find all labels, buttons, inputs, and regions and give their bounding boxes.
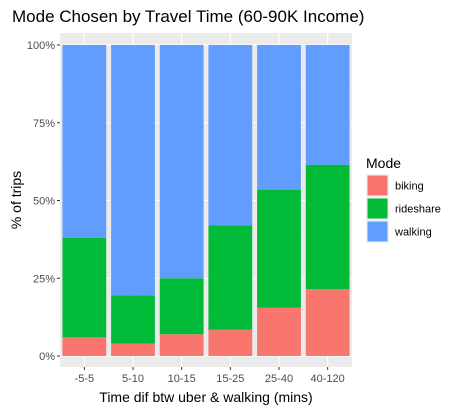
legend: Mode biking rideshare walking <box>366 155 441 243</box>
x-tick-label: 5-10 <box>122 373 144 385</box>
bar-biking-40-120 <box>305 289 350 356</box>
legend-swatch-walking <box>367 221 388 242</box>
bar-rideshare-5-10 <box>111 295 155 344</box>
y-tick-label: 75% <box>33 118 55 130</box>
bar-rideshare-10-15 <box>159 278 204 335</box>
bar-walking-25-40 <box>257 45 301 190</box>
y-tick-label: 100% <box>27 40 55 52</box>
bar-biking-15-25 <box>208 329 253 356</box>
x-tick-label: -5-5 <box>75 373 95 385</box>
bar-walking-15-25 <box>208 45 253 226</box>
bar-biking-5-10 <box>111 343 155 356</box>
x-tick-label: 25-40 <box>265 373 293 385</box>
bar-biking-10-15 <box>159 334 204 356</box>
y-tick-label: 0% <box>39 351 55 363</box>
y-axis: 0% 25% 50% 75% 100% <box>27 40 60 363</box>
bar-walking-40-120 <box>305 45 350 165</box>
bar-rideshare--5-5 <box>62 237 107 338</box>
bar-rideshare-40-120 <box>305 164 350 290</box>
chart-title: Mode Chosen by Travel Time (60-90K Incom… <box>12 7 364 26</box>
legend-label-rideshare: rideshare <box>395 204 441 216</box>
bar-walking-5-10 <box>111 45 155 296</box>
legend-label-biking: biking <box>395 181 424 193</box>
x-tick-label: 40-120 <box>311 373 345 385</box>
x-axis-title: Time dif btw uber & walking (mins) <box>99 389 312 405</box>
bar-biking-25-40 <box>257 307 301 356</box>
legend-label-walking: walking <box>394 227 432 239</box>
y-tick-label: 50% <box>33 196 55 208</box>
bar-rideshare-25-40 <box>257 189 301 308</box>
x-tick-label: 10-15 <box>168 373 196 385</box>
bars <box>62 45 350 356</box>
legend-swatch-rideshare <box>367 198 388 219</box>
bar-walking--5-5 <box>62 45 107 238</box>
x-tick-label: 15-25 <box>216 373 244 385</box>
x-axis: -5-5 5-10 10-15 15-25 25-40 40-120 <box>75 367 345 385</box>
legend-swatch-biking <box>367 175 388 196</box>
bar-rideshare-15-25 <box>208 225 253 330</box>
y-tick-label: 25% <box>33 273 55 285</box>
legend-title: Mode <box>366 155 401 171</box>
bar-biking--5-5 <box>62 337 107 356</box>
bar-walking-10-15 <box>159 45 204 279</box>
y-axis-title: % of trips <box>8 171 24 229</box>
